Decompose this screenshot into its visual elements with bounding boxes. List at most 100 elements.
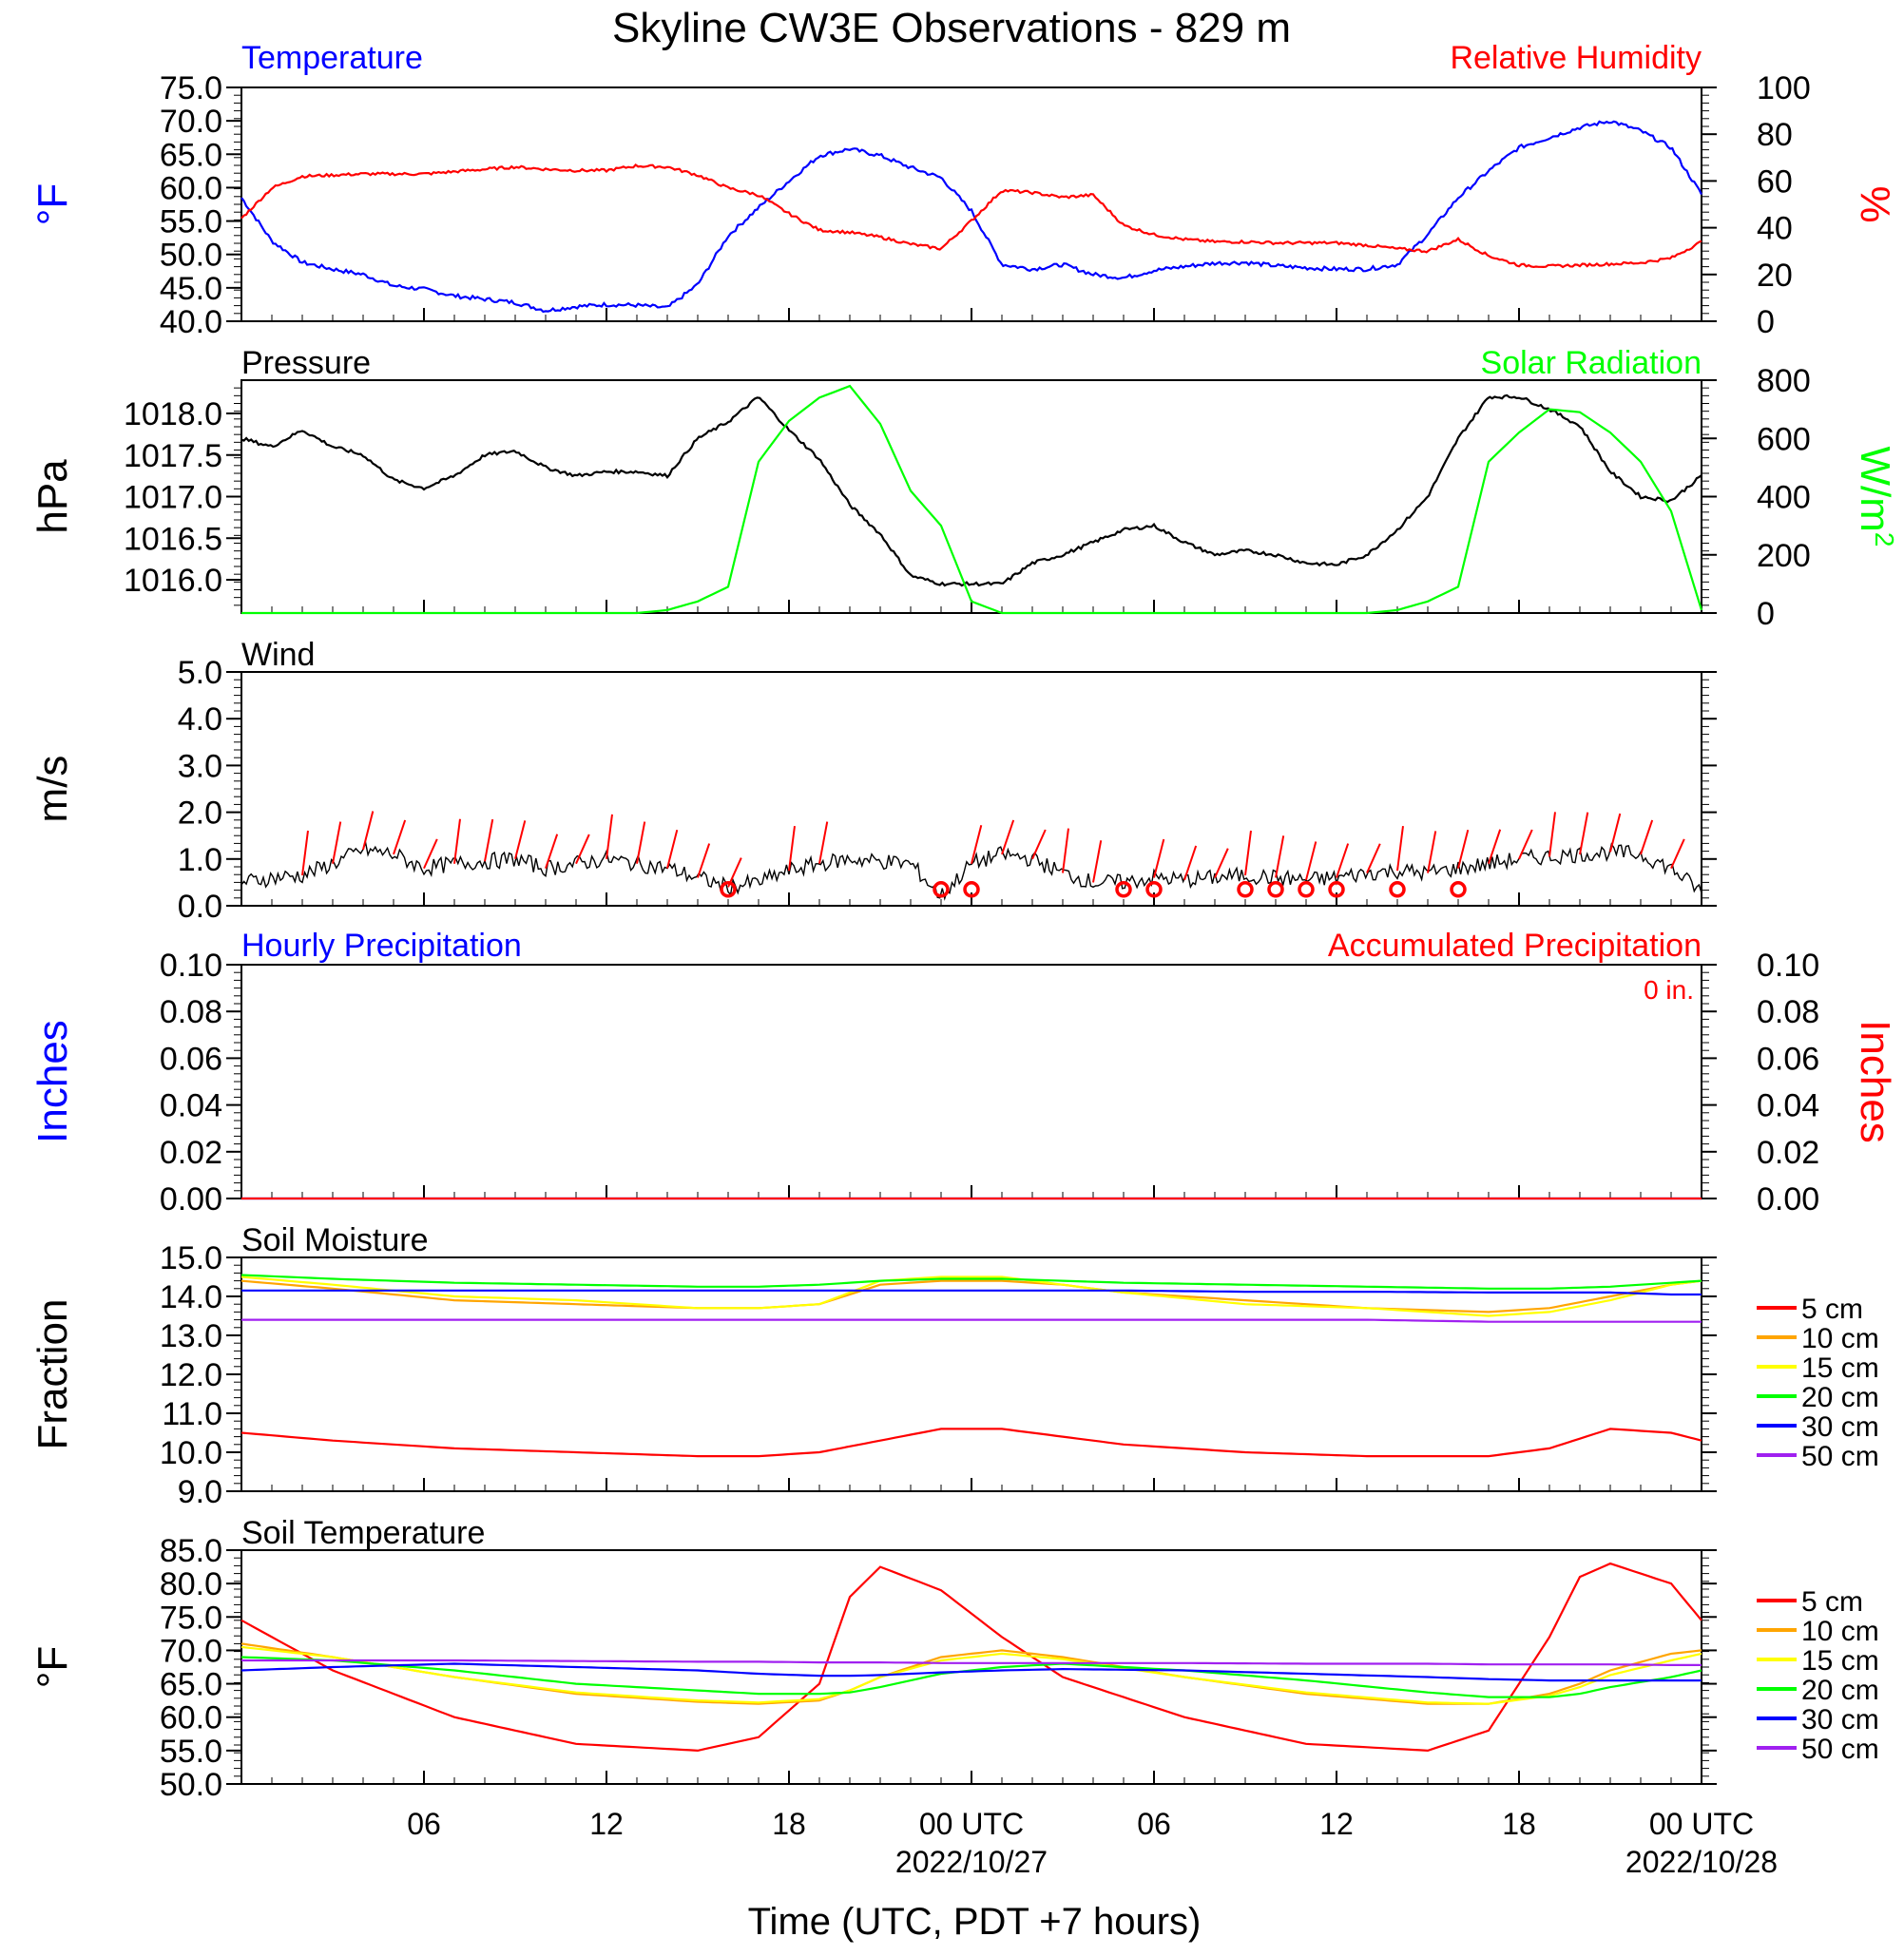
y-axis-label: Inches — [29, 1020, 76, 1143]
y-tick-label: 1016.5 — [124, 521, 222, 557]
legend-label: 15 cm — [1801, 1352, 1879, 1384]
y-tick-label-right: 100 — [1757, 70, 1811, 106]
wind-barb — [1305, 841, 1317, 881]
wind-barb — [1001, 819, 1015, 855]
series-solar-radiation — [241, 384, 1703, 615]
y-tick-label-right: 0.04 — [1757, 1088, 1819, 1124]
y-tick-label: 0.04 — [160, 1088, 222, 1124]
y-tick-label: 4.0 — [178, 701, 222, 738]
x-tick-label: 06 — [1137, 1807, 1171, 1841]
wind-barb — [1062, 828, 1069, 873]
y-tick-label: 11.0 — [162, 1396, 222, 1432]
panels: Temperature Relative Humidity40.045.050.0… — [29, 40, 1900, 1803]
precip-total-annotation: 0 in. — [1644, 975, 1694, 1005]
y-tick-label-right: 200 — [1757, 538, 1811, 574]
x-tick-label: 18 — [1502, 1807, 1536, 1841]
y-tick-label: 55.0 — [160, 1734, 222, 1770]
calm-wind-marker — [1115, 881, 1132, 898]
legend-label: 30 cm — [1801, 1704, 1879, 1735]
wind-barb — [1153, 838, 1165, 878]
wind-barb — [514, 820, 527, 860]
wind-barb — [484, 818, 494, 862]
series-15-cm — [240, 1275, 1702, 1317]
panel-soil-moisture: Soil Moisture 9.010.011.012.013.014.015.0… — [29, 1222, 1879, 1510]
calm-wind-marker — [1298, 881, 1315, 898]
x-axis-title: Time (UTC, PDT +7 hours) — [748, 1901, 1202, 1943]
wind-barb — [1457, 829, 1470, 869]
y-tick-label: 65.0 — [160, 1667, 222, 1703]
calm-wind-marker — [1145, 881, 1163, 898]
calm-wind-marker — [933, 881, 950, 898]
panel-title-right: Accumulated Precipitation — [1328, 928, 1702, 964]
x-tick-label: 00 UTC — [1649, 1807, 1754, 1841]
wind-barb — [545, 834, 559, 869]
panel-title-right: Relative Humidity — [1450, 40, 1702, 76]
wind-barb — [606, 814, 613, 859]
wind-barb — [1366, 843, 1381, 873]
x-tick-label: 06 — [407, 1807, 441, 1841]
series-5-cm — [240, 1428, 1702, 1458]
y-axis-label: Fraction — [29, 1299, 76, 1450]
y-tick-label: 0.0 — [178, 889, 222, 925]
y-tick-label: 14.0 — [160, 1279, 222, 1315]
y-tick-label-right: 40 — [1757, 211, 1793, 247]
wind-barb — [971, 825, 983, 864]
series-15-cm — [240, 1645, 1702, 1705]
wind-barb — [1640, 819, 1654, 855]
y-tick-label-right: 0.08 — [1757, 994, 1819, 1030]
y-tick-label: 45.0 — [160, 271, 222, 307]
legend-label: 10 cm — [1801, 1323, 1879, 1354]
panel-title: Soil Moisture — [241, 1222, 429, 1258]
calm-wind-marker — [720, 881, 737, 898]
y-axis-label-right: Inches — [1852, 1020, 1898, 1143]
legend-label: 20 cm — [1801, 1675, 1879, 1706]
y-tick-label: 12.0 — [160, 1357, 222, 1393]
wind-barb — [1396, 825, 1404, 872]
wind-barb — [1548, 812, 1556, 857]
y-tick-label: 15.0 — [160, 1240, 222, 1276]
y-tick-label-right: 0 — [1757, 304, 1775, 340]
y-tick-label-right: 800 — [1757, 363, 1811, 399]
wind-barb — [788, 825, 796, 872]
y-tick-label: 40.0 — [160, 304, 222, 340]
y-tick-label: 3.0 — [178, 748, 222, 784]
legend-label: 30 cm — [1801, 1411, 1879, 1443]
wind-barb — [301, 830, 309, 876]
legend-label: 20 cm — [1801, 1382, 1879, 1413]
wind-barb — [666, 829, 679, 869]
calm-wind-marker — [1267, 881, 1284, 898]
y-axis-label-right: W/m2 — [1852, 447, 1900, 547]
legend-label: 10 cm — [1801, 1616, 1879, 1647]
x-tick-label: 18 — [772, 1807, 806, 1841]
panel-temperature: Temperature Relative Humidity 40.045.050.0… — [29, 40, 1898, 340]
y-tick-label-right: 0.00 — [1757, 1181, 1819, 1218]
y-tick-label-right: 0.10 — [1757, 948, 1819, 984]
wind-barb — [1214, 848, 1229, 878]
series-5-cm — [240, 1562, 1702, 1753]
panel-title: Soil Temperature — [241, 1515, 485, 1551]
wind-barb — [697, 843, 711, 878]
y-tick-label: 75.0 — [160, 1600, 222, 1636]
legend-label: 5 cm — [1801, 1586, 1863, 1618]
series-30-cm — [240, 1662, 1702, 1682]
y-tick-label: 0.10 — [160, 948, 222, 984]
y-axis-label: °F — [29, 183, 76, 225]
y-tick-label-right: 20 — [1757, 258, 1793, 294]
panel-soil-temperature: Soil Temperature 50.055.060.065.070.075.0… — [29, 1515, 1879, 1803]
panel-pressure: Pressure Solar Radiation 1016.0 1016.5 1017.… — [29, 345, 1900, 632]
y-tick-label: 13.0 — [160, 1318, 222, 1354]
y-axis-label-right-superscript: 2 — [1871, 532, 1900, 547]
y-tick-label: 9.0 — [178, 1474, 222, 1510]
y-tick-label-right: 0 — [1757, 596, 1775, 632]
page-title: Skyline CW3E Observations - 829 m — [612, 5, 1291, 51]
legend-label: 50 cm — [1801, 1734, 1879, 1765]
wind-barb — [1092, 840, 1103, 883]
legend-label: 15 cm — [1801, 1645, 1879, 1677]
panel-title: Hourly Precipitation — [241, 928, 522, 964]
series-pressure — [240, 393, 1702, 587]
series-20-cm — [240, 1274, 1702, 1290]
calm-wind-marker — [1328, 881, 1345, 898]
y-tick-label: 80.0 — [160, 1566, 222, 1602]
